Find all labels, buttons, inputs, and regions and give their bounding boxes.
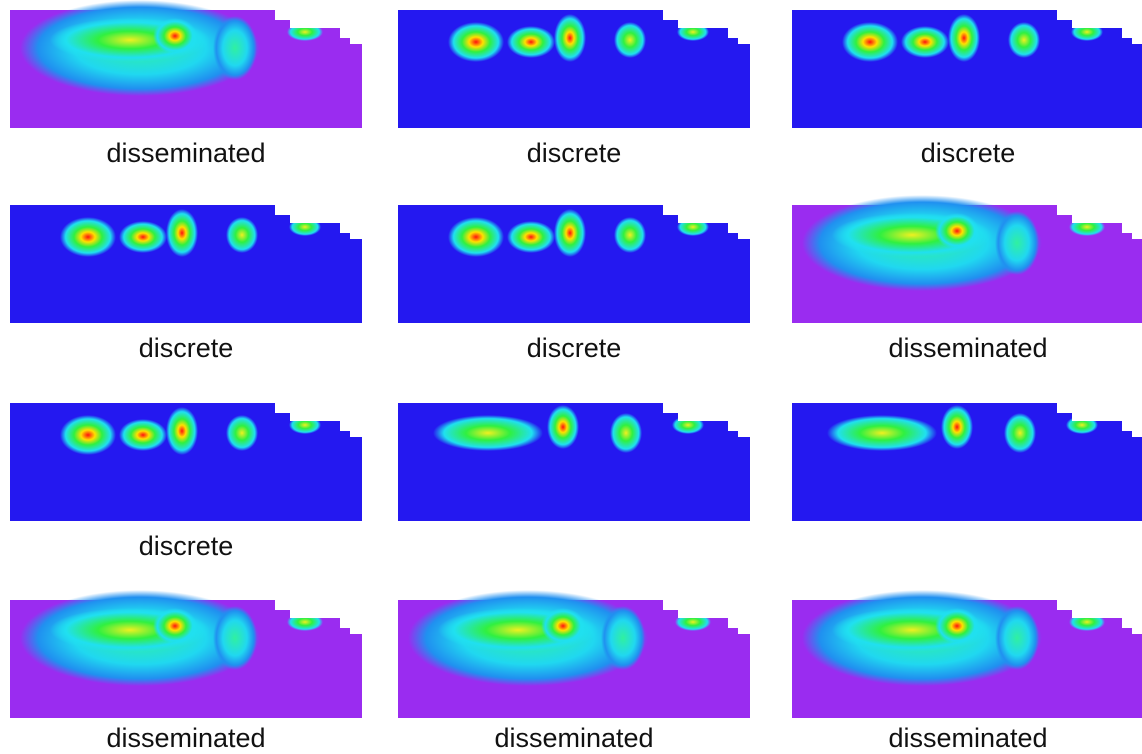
- anomaly-blob: [166, 209, 198, 257]
- anomaly-blob: [166, 407, 198, 455]
- anomaly-blob: [507, 26, 555, 58]
- panel-label: discrete: [139, 333, 234, 363]
- anomaly-blob: [995, 606, 1039, 670]
- panel-label: discrete: [139, 531, 234, 561]
- heatmap-panel: [792, 403, 1142, 521]
- anomaly-blob: [433, 415, 543, 451]
- anomaly-blob: [935, 213, 979, 249]
- anomaly-blob: [448, 22, 504, 62]
- panel-label: disseminated: [888, 333, 1047, 363]
- heatmap-panel: [10, 590, 362, 718]
- anomaly-blob: [1004, 413, 1036, 453]
- anomaly-blob: [153, 608, 197, 644]
- anomaly-blob: [948, 14, 980, 62]
- anomaly-blob: [60, 415, 116, 455]
- heatmap-panel: [10, 205, 362, 323]
- anomaly-blob: [827, 415, 937, 451]
- anomaly-blob: [1008, 22, 1040, 58]
- anomaly-blob: [213, 16, 257, 80]
- heatmap-panel: [792, 590, 1142, 718]
- anomaly-blob: [614, 217, 646, 253]
- anomaly-blob: [547, 405, 579, 449]
- heatmap-panel: [398, 10, 750, 128]
- anomaly-blob: [507, 221, 555, 253]
- panel-label: discrete: [527, 333, 622, 363]
- heatmap-panel: [792, 10, 1142, 128]
- anomaly-blob: [995, 211, 1039, 275]
- panel-label: discrete: [921, 138, 1016, 168]
- heatmap-panel: [398, 205, 750, 323]
- panel-label: disseminated: [106, 138, 265, 168]
- anomaly-blob: [554, 14, 586, 62]
- anomaly-blob: [941, 405, 973, 449]
- panel-label: disseminated: [106, 723, 265, 753]
- figure: disseminated discrete discrete discrete disc…: [0, 0, 1142, 754]
- anomaly-blob: [614, 22, 646, 58]
- anomaly-blob: [226, 415, 258, 451]
- anomaly-blob: [554, 209, 586, 257]
- anomaly-blob: [226, 217, 258, 253]
- anomaly-blob: [119, 419, 167, 451]
- heatmap-panel: [10, 403, 362, 521]
- anomaly-blob: [213, 606, 257, 670]
- heatmap-panel: [398, 403, 750, 521]
- anomaly-blob: [935, 608, 979, 644]
- panel-label: disseminated: [494, 723, 653, 753]
- heatmap-panel: [398, 590, 750, 718]
- heatmap-panel: [792, 195, 1142, 323]
- anomaly-blob: [901, 26, 949, 58]
- anomaly-blob: [119, 221, 167, 253]
- panel-label: discrete: [527, 138, 622, 168]
- anomaly-blob: [153, 18, 197, 54]
- anomaly-blob: [60, 217, 116, 257]
- panel-label: disseminated: [888, 723, 1047, 753]
- page: disseminated discrete discrete discrete disc…: [0, 0, 1142, 754]
- anomaly-blob: [610, 413, 642, 453]
- anomaly-blob: [601, 606, 645, 670]
- heatmap-panel: [10, 0, 362, 128]
- anomaly-blob: [448, 217, 504, 257]
- anomaly-blob: [842, 22, 898, 62]
- anomaly-blob: [541, 608, 585, 644]
